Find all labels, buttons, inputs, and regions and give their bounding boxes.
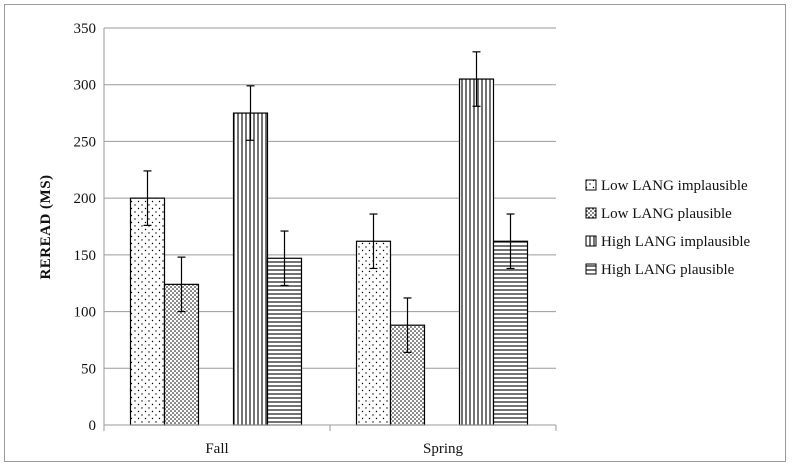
legend-label: Low LANG implausible [601,178,748,194]
legend-label: High LANG implausible [601,234,750,250]
labels-layer: 0 50 100 150 200 250 300 350 Fall Spring [74,21,464,457]
y-tick-label: 250 [74,134,97,150]
legend-label: Low LANG plausible [601,206,732,222]
bar-fall-1 [129,197,166,426]
legend: Low LANG implausible Low LANG plausible Hi… [585,178,750,278]
legend-swatch [585,179,597,191]
legend-label: High LANG plausible [601,262,735,278]
y-tick-label: 50 [81,361,96,377]
y-tick-label: 300 [74,78,97,94]
bar-spring-1 [355,240,392,426]
y-tick-label: 100 [74,305,97,321]
legend-swatch [585,235,597,247]
y-tick-label: 150 [74,248,97,264]
axes-layer [103,28,557,431]
x-tick-label: Fall [205,441,228,457]
y-axis-label: REREAD (MS) [38,174,54,279]
x-tick-label: Spring [423,441,464,457]
legend-swatch [585,263,597,275]
bar-fall-3 [232,112,269,426]
y-tick-label: 200 [74,191,97,207]
bar-spring-4 [492,240,529,426]
bars-layer [129,51,529,426]
bar-spring-3 [458,78,495,426]
legend-swatch [585,207,597,219]
y-tick-label: 350 [74,21,97,37]
y-tick-label: 0 [89,418,97,434]
